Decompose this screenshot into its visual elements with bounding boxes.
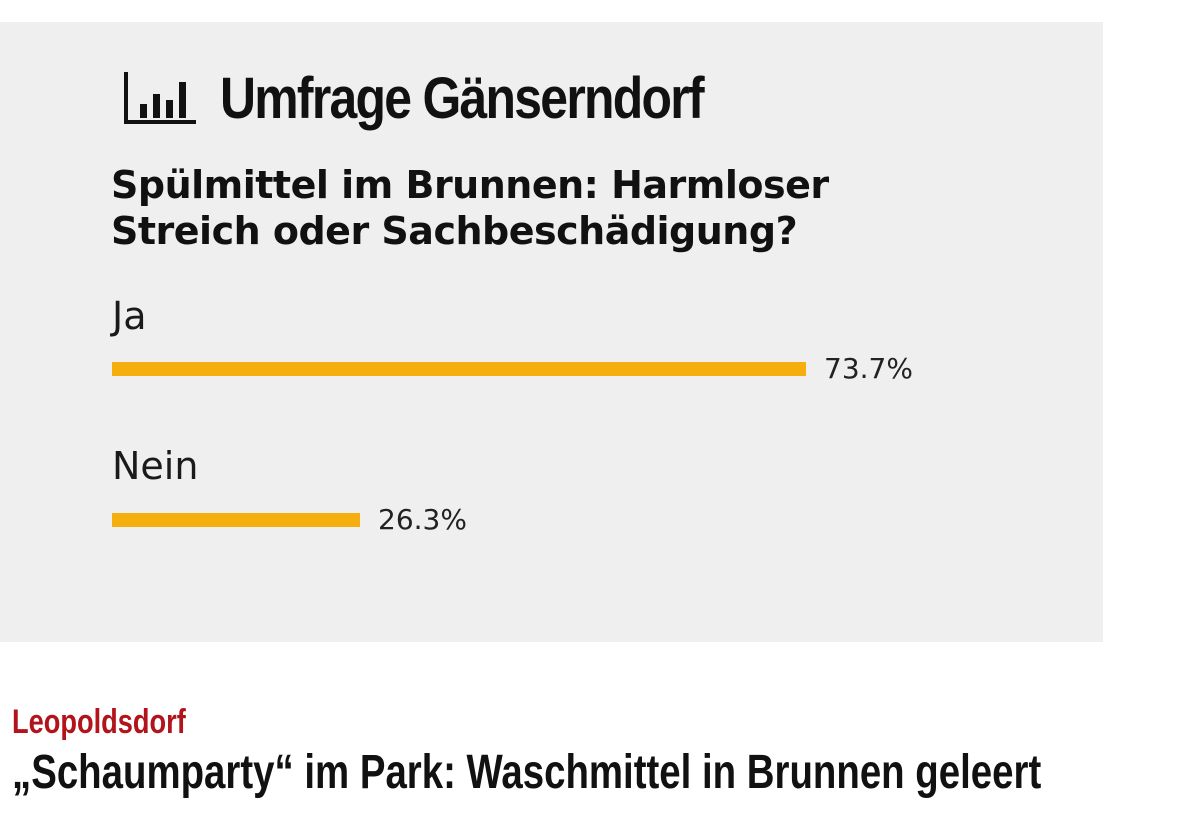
poll-option-percent-ja: 73.7%: [824, 352, 913, 385]
poll-option-bar-ja[interactable]: [112, 362, 806, 376]
poll-card: Umfrage Gänserndorf Spülmittel im Brunne…: [0, 22, 1103, 642]
poll-question-line-1: Spülmittel im Brunnen: Harmloser: [111, 163, 829, 207]
poll-option-percent-nein: 26.3%: [378, 503, 467, 536]
poll-question-line-2: Streich oder Sachbeschädigung?: [111, 209, 798, 253]
bar-chart-icon: [124, 72, 196, 124]
poll-option-bar-nein[interactable]: [112, 513, 360, 527]
poll-title: Umfrage Gänserndorf: [220, 66, 705, 131]
poll-question: Spülmittel im Brunnen: Harmloser Streich…: [111, 162, 1011, 254]
article-headline[interactable]: „Schaumparty“ im Park: Waschmittel in Br…: [12, 746, 1042, 799]
article-kicker[interactable]: Leopoldsdorf: [12, 703, 186, 741]
poll-header: Umfrage Gänserndorf: [120, 68, 781, 130]
poll-option-label-nein[interactable]: Nein: [112, 444, 199, 488]
poll-option-label-ja[interactable]: Ja: [112, 294, 147, 338]
